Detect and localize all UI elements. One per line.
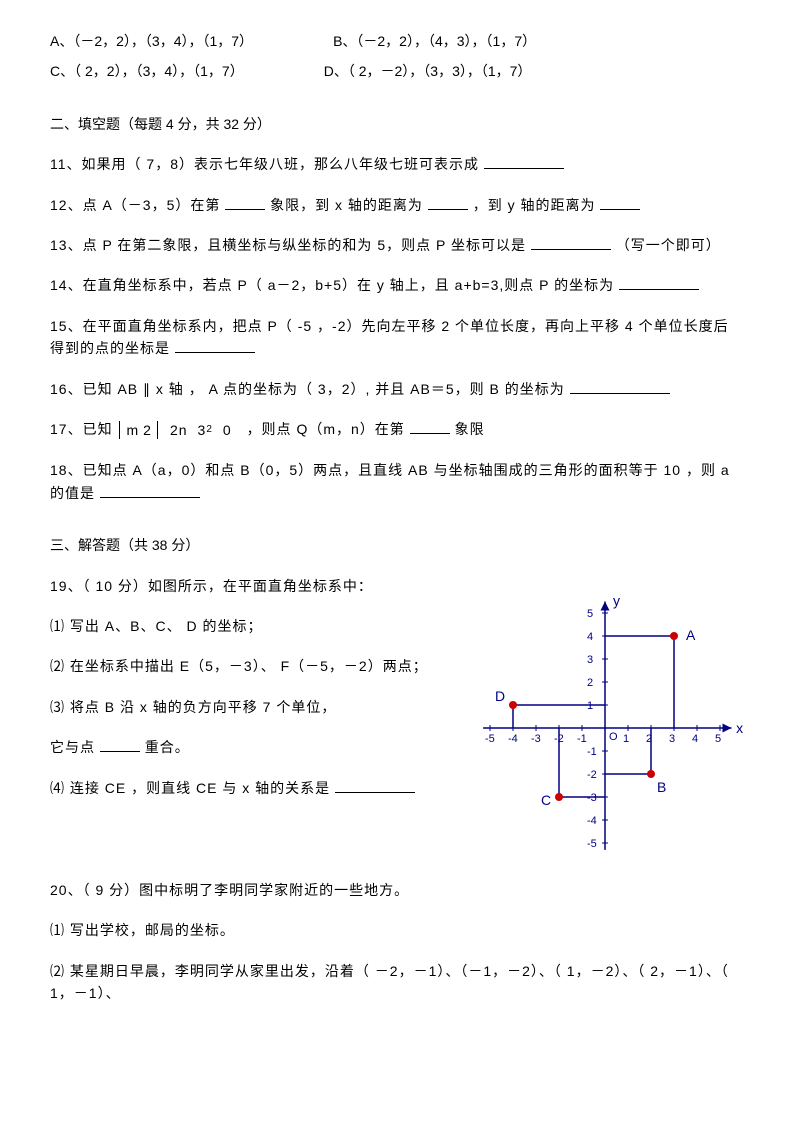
mc-options-row2: C、（ 2，2），（3，4），（1，7） D、（ 2，－2），（3，3），（1，… <box>50 60 750 82</box>
q19-sub2: ⑵ 在坐标系中描出 E（5，－3）、 F（－5，－2）两点； <box>50 655 480 677</box>
svg-text:-4: -4 <box>508 733 518 745</box>
question-15: 15、在平面直角坐标系内，把点 P（ -5 ，-2）先向左平移 2 个单位长度，… <box>50 315 750 360</box>
option-c: C、（ 2，2），（3，4），（1，7） <box>50 60 244 82</box>
svg-text:2: 2 <box>587 677 593 689</box>
formula-m: m <box>126 419 139 441</box>
q12-blank3 <box>600 194 640 210</box>
svg-text:O: O <box>609 731 618 743</box>
svg-text:3: 3 <box>669 733 675 745</box>
abs-bar-right <box>157 421 158 439</box>
question-18: 18、已知点 A（a，0）和点 B（0，5）两点，且直线 AB 与坐标轴围成的三… <box>50 459 750 504</box>
svg-text:-4: -4 <box>587 815 597 827</box>
svg-text:3: 3 <box>587 654 593 666</box>
q12-blank2 <box>428 194 468 210</box>
q19-sub4: ⑷ 连接 CE ，则直线 CE 与 x 轴的关系是 <box>50 777 480 799</box>
q15-text2: 得到的点的坐标是 <box>50 340 170 356</box>
svg-text:1: 1 <box>587 700 593 712</box>
q19-sub3b: 它与点 <box>50 739 95 755</box>
q19-sub1: ⑴ 写出 A、B、C、 D 的坐标； <box>50 615 480 637</box>
question-13: 13、点 P 在第二象限，且横坐标与纵坐标的和为 5，则点 P 坐标可以是 （写… <box>50 234 750 256</box>
section-2-title: 二、填空题（每题 4 分，共 32 分） <box>50 113 750 135</box>
q12-blank1 <box>225 194 265 210</box>
q18-blank <box>100 482 200 498</box>
q19-sub3-b: 它与点 重合。 <box>50 736 480 758</box>
q19-sub4-blank <box>335 777 415 793</box>
q19-sub4a: ⑷ 连接 CE ，则直线 CE 与 x 轴的关系是 <box>50 780 330 796</box>
q13-blank <box>531 234 611 250</box>
formula-3: 3 <box>198 419 207 441</box>
question-20-title: 20、（ 9 分）图中标明了李明同学家附近的一些地方。 <box>50 879 750 901</box>
svg-text:-2: -2 <box>587 769 597 781</box>
q11-blank <box>484 153 564 169</box>
q17-text2: ，则点 Q（m，n）在第 <box>247 421 405 437</box>
formula-0: 0 <box>223 419 232 441</box>
option-a: A、（－2，2），（3，4），（1，7） <box>50 30 253 52</box>
section-3-title: 三、解答题（共 38 分） <box>50 534 750 556</box>
formula-2n: 2n <box>170 419 188 441</box>
q20-sub2: ⑵ 某星期日早晨，李明同学从家里出发，沿着（ －2，－1）、（－1，－2）、（ … <box>50 960 750 1005</box>
mc-options-row1: A、（－2，2），（3，4），（1，7） B、（－2，2），（4，3），（1，7… <box>50 30 750 52</box>
svg-text:-1: -1 <box>577 733 587 745</box>
q18-text2: 的值是 <box>50 485 95 501</box>
q17-text1: 17、已知 <box>50 421 113 437</box>
q19-sub3c: 重合。 <box>145 739 190 755</box>
q11-text: 11、如果用（ 7，8）表示七年级八班，那么八年级七班可表示成 <box>50 156 479 172</box>
question-11: 11、如果用（ 7，8）表示七年级八班，那么八年级七班可表示成 <box>50 153 750 175</box>
svg-text:5: 5 <box>587 608 593 620</box>
question-14: 14、在直角坐标系中，若点 P（ a－2，b+5）在 y 轴上，且 a+b=3,… <box>50 274 750 296</box>
svg-text:B: B <box>657 779 666 795</box>
option-d: D、（ 2，－2），（3，3），（1，7） <box>324 60 532 82</box>
svg-text:-5: -5 <box>587 838 597 850</box>
svg-text:-5: -5 <box>485 733 495 745</box>
svg-text:x: x <box>736 720 743 736</box>
q17-text3: 象限 <box>455 421 485 437</box>
q16-blank <box>570 378 670 394</box>
svg-text:-3: -3 <box>531 733 541 745</box>
svg-text:4: 4 <box>692 733 698 745</box>
q16-text1: 16、已知 AB ∥ x 轴 ， A 点的坐标为（ 3，2）, 并且 AB＝5，… <box>50 381 565 397</box>
q15-blank <box>175 337 255 353</box>
svg-text:4: 4 <box>587 631 593 643</box>
option-b: B、（－2，2），（4，3），（1，7） <box>333 30 536 52</box>
abs-bar-left <box>119 421 120 439</box>
svg-text:C: C <box>541 792 551 808</box>
svg-text:D: D <box>495 688 505 704</box>
svg-text:A: A <box>686 627 696 643</box>
svg-text:1: 1 <box>623 733 629 745</box>
question-12: 12、点 A（－3，5）在第 象限，到 x 轴的距离为 ，到 y 轴的距离为 <box>50 194 750 216</box>
formula-sq: 2 <box>206 422 213 438</box>
q19-sub3a: ⑶ 将点 B 沿 x 轴的负方向平移 7 个单位， <box>50 696 480 718</box>
svg-text:-3: -3 <box>587 792 597 804</box>
svg-text:y: y <box>613 598 620 609</box>
q17-formula: m 2 2n 3 2 0 <box>117 419 241 441</box>
q15-text1: 15、在平面直角坐标系内，把点 P（ -5 ，-2）先向左平移 2 个单位长度，… <box>50 318 729 334</box>
chart-svg: -5-4-3-2-1O12345-5-4-3-2-112345xyABCD <box>455 598 755 878</box>
coordinate-chart: -5-4-3-2-1O12345-5-4-3-2-112345xyABCD <box>455 598 755 878</box>
question-17: 17、已知 m 2 2n 3 2 0 ，则点 Q（m，n）在第 象限 <box>50 418 750 441</box>
svg-text:-1: -1 <box>587 746 597 758</box>
q19-sub3-blank <box>100 736 140 752</box>
q12-text2: 象限，到 x 轴的距离为 <box>270 197 423 213</box>
q14-blank <box>619 274 699 290</box>
q17-blank <box>410 418 450 434</box>
q13-text1: 13、点 P 在第二象限，且横坐标与纵坐标的和为 5，则点 P 坐标可以是 <box>50 237 526 253</box>
q13-text2: （写一个即可） <box>616 237 721 253</box>
question-16: 16、已知 AB ∥ x 轴 ， A 点的坐标为（ 3，2）, 并且 AB＝5，… <box>50 378 750 400</box>
q12-text3: ，到 y 轴的距离为 <box>473 197 596 213</box>
svg-text:5: 5 <box>715 733 721 745</box>
q20-sub1: ⑴ 写出学校，邮局的坐标。 <box>50 919 750 941</box>
question-19-title: 19、（ 10 分）如图所示，在平面直角坐标系中： <box>50 575 480 597</box>
q14-text1: 14、在直角坐标系中，若点 P（ a－2，b+5）在 y 轴上，且 a+b=3,… <box>50 277 614 293</box>
q18-text1: 18、已知点 A（a，0）和点 B（0，5）两点，且直线 AB 与坐标轴围成的三… <box>50 462 730 478</box>
q12-text1: 12、点 A（－3，5）在第 <box>50 197 220 213</box>
formula-2a: 2 <box>143 419 152 441</box>
